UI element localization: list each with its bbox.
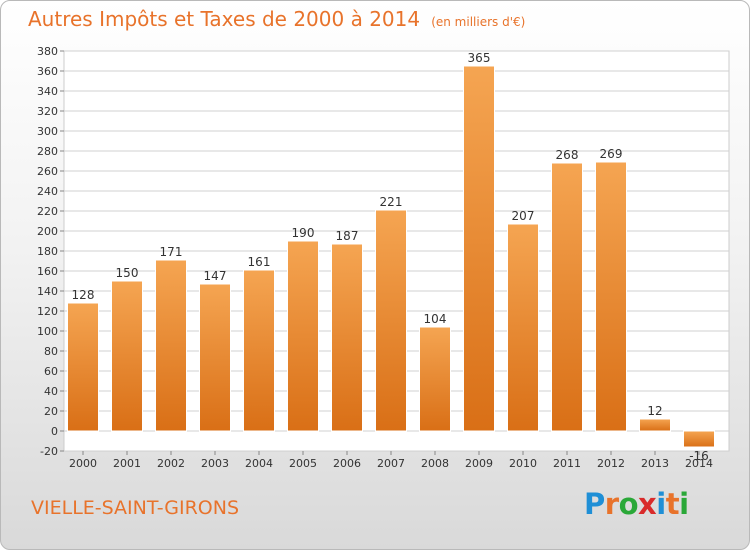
y-tick-label: 240 [37, 185, 58, 198]
data-label: 12 [647, 404, 662, 418]
y-tick-label: 180 [37, 245, 58, 258]
bars [67, 65, 715, 448]
bar-2008 [419, 326, 451, 432]
brand-letter: o [618, 487, 639, 521]
data-label: 161 [248, 255, 271, 269]
data-label: 365 [468, 51, 491, 65]
y-tick-label: 260 [37, 165, 58, 178]
y-tick-label: 320 [37, 105, 58, 118]
bar-2011 [551, 162, 583, 432]
x-tick-label: 2011 [553, 457, 581, 470]
x-axis-ticks: 2000 2001 2002 2003 2004 2005 2006 2007 2008 2009… [69, 451, 713, 470]
x-tick-label: 2010 [509, 457, 537, 470]
bar-2009 [463, 65, 495, 432]
y-tick-label: 380 [37, 45, 58, 58]
data-label: -16 [689, 449, 709, 463]
brand-letter: i [656, 487, 666, 521]
y-tick-label: 20 [44, 405, 58, 418]
brand-letter: x [638, 487, 657, 521]
x-tick-label: 2005 [289, 457, 317, 470]
y-tick-label: 360 [37, 65, 58, 78]
y-tick-label: -20 [40, 445, 58, 458]
x-tick-label: 2014 [685, 457, 713, 470]
y-axis-ticks: -20 0 20 40 60 80 100 120 140 160 180 200 220 240 260 2… [37, 45, 64, 458]
bar-2014 [683, 430, 715, 448]
y-tick-label: 40 [44, 385, 58, 398]
x-tick-label: 2007 [377, 457, 405, 470]
data-label: 268 [556, 148, 579, 162]
bar-2006 [331, 243, 363, 432]
bar-2000 [67, 302, 99, 432]
y-tick-label: 140 [37, 285, 58, 298]
y-tick-label: 60 [44, 365, 58, 378]
brand-letter: P [584, 487, 605, 521]
bar-2001 [111, 280, 143, 432]
y-tick-label: 280 [37, 145, 58, 158]
y-tick-label: 120 [37, 305, 58, 318]
data-label: 147 [204, 269, 227, 283]
x-tick-label: 2012 [597, 457, 625, 470]
x-tick-label: 2006 [333, 457, 361, 470]
brand-logo[interactable]: Proxiti [584, 487, 689, 521]
bar-2010 [507, 223, 539, 432]
bar-2012 [595, 161, 627, 432]
data-label: 269 [600, 147, 623, 161]
data-label: 104 [424, 312, 447, 326]
bar-2004 [243, 269, 275, 432]
y-tick-label: 300 [37, 125, 58, 138]
y-tick-label: 200 [37, 225, 58, 238]
y-tick-label: 340 [37, 85, 58, 98]
data-label: 171 [160, 245, 183, 259]
brand-letter: t [665, 487, 680, 521]
x-tick-label: 2009 [465, 457, 493, 470]
x-tick-label: 2004 [245, 457, 273, 470]
x-tick-label: 2002 [157, 457, 185, 470]
x-tick-label: 2000 [69, 457, 97, 470]
data-labels: 128 150 171 147 161 190 187 221 104 365 207 268 269 1… [72, 51, 709, 463]
bar-2002 [155, 259, 187, 432]
x-tick-label: 2001 [113, 457, 141, 470]
data-label: 221 [380, 195, 403, 209]
brand-letter: r [604, 487, 619, 521]
x-tick-label: 2008 [421, 457, 449, 470]
x-tick-label: 2003 [201, 457, 229, 470]
x-tick-label: 2013 [641, 457, 669, 470]
y-tick-label: 80 [44, 345, 58, 358]
bar-2007 [375, 209, 407, 432]
y-tick-label: 220 [37, 205, 58, 218]
y-tick-label: 160 [37, 265, 58, 278]
title-row: Autres Impôts et Taxes de 2000 à 2014 (e… [28, 7, 525, 31]
chart-title: Autres Impôts et Taxes de 2000 à 2014 [28, 7, 421, 31]
brand-letter: i [679, 487, 689, 521]
chart-unit: (en milliers d'€) [431, 15, 526, 29]
data-label: 190 [292, 226, 315, 240]
data-label: 207 [512, 209, 535, 223]
bar-2013 [639, 418, 671, 432]
data-label: 187 [336, 229, 359, 243]
data-label: 150 [116, 266, 139, 280]
bar-2003 [199, 283, 231, 432]
y-tick-label: 0 [51, 425, 58, 438]
commune-name: VIELLE-SAINT-GIRONS [31, 497, 240, 519]
bar-2005 [287, 240, 319, 432]
y-tick-label: 100 [37, 325, 58, 338]
data-label: 128 [72, 288, 95, 302]
